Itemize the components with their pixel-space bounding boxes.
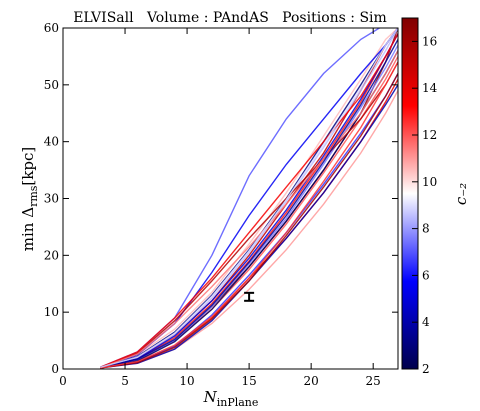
y-tick-label: 10	[44, 305, 59, 319]
series-line-23	[100, 61, 398, 369]
plot-frame	[62, 27, 399, 370]
errorbar-group	[244, 291, 255, 302]
y-tick-label: 0	[51, 362, 59, 376]
y-axis-label-post: [kpc]	[19, 147, 37, 186]
y-axis-label-sub: rms	[27, 185, 40, 207]
series-line-22	[100, 39, 398, 368]
series-line-16	[99, 28, 380, 368]
y-tick-label: 50	[44, 78, 59, 92]
x-axis-label-sub: inPlane	[217, 396, 259, 409]
colorbar-tick-label: 8	[422, 222, 430, 236]
series-line-21	[100, 73, 398, 369]
y-tick-label: 60	[44, 21, 59, 35]
series-line-7	[99, 28, 398, 368]
series-line-6	[100, 90, 398, 369]
x-tick-label: 0	[59, 374, 67, 388]
y-tick-label: 30	[44, 192, 59, 206]
x-tick-label: 15	[241, 374, 256, 388]
y-tick-label: 40	[44, 135, 59, 149]
series-line-10	[100, 44, 398, 369]
y-axis-label-pre: min Δ	[19, 207, 37, 251]
series-line-8	[100, 67, 398, 369]
colorbar-tick-label: 2	[422, 362, 430, 376]
chart-title: ELVISall Volume : PAndAS Positions : Sim	[73, 10, 387, 26]
series-line-11	[100, 73, 398, 368]
x-tick-label: 5	[121, 374, 129, 388]
series-line-18	[99, 61, 398, 369]
series-line-13	[100, 84, 398, 369]
colorbar	[401, 17, 419, 370]
colorbar-tick-label: 4	[422, 315, 430, 329]
colorbar-tick-label: 12	[422, 128, 437, 142]
colorbar-tick-label: 14	[422, 81, 438, 95]
y-axis-label: min Δrms[kpc]	[19, 147, 40, 251]
x-axis-label: NinPlane	[203, 388, 259, 409]
y-axis-ticks: 0 10 20 30 40 50 60	[44, 21, 398, 376]
y-tick-label: 20	[44, 248, 59, 262]
series-line-14	[100, 28, 398, 368]
x-axis-label-main: N	[203, 388, 218, 406]
colorbar-tick-label: 10	[422, 175, 437, 189]
series-line-12	[100, 33, 398, 369]
x-tick-label: 10	[179, 374, 194, 388]
series-line-2	[100, 28, 398, 368]
x-tick-label: 25	[366, 374, 381, 388]
series-curves	[99, 28, 398, 369]
series-line-4	[100, 33, 398, 369]
series-line-17	[99, 28, 398, 369]
x-tick-label: 20	[304, 374, 319, 388]
colorbar-tick-label: 6	[422, 268, 430, 282]
x-axis-ticks: 0 5 10 15 20 25	[59, 28, 381, 388]
series-line-24	[100, 28, 398, 368]
series-line-19	[99, 33, 398, 368]
series-line-9	[100, 28, 398, 368]
colorbar-tick-label: 16	[422, 34, 437, 48]
colorbar-label: c₋₂	[452, 183, 470, 205]
colorbar-ticks: 2 4 6 8 10 12 14 16	[412, 34, 438, 376]
series-line-1	[100, 28, 398, 369]
